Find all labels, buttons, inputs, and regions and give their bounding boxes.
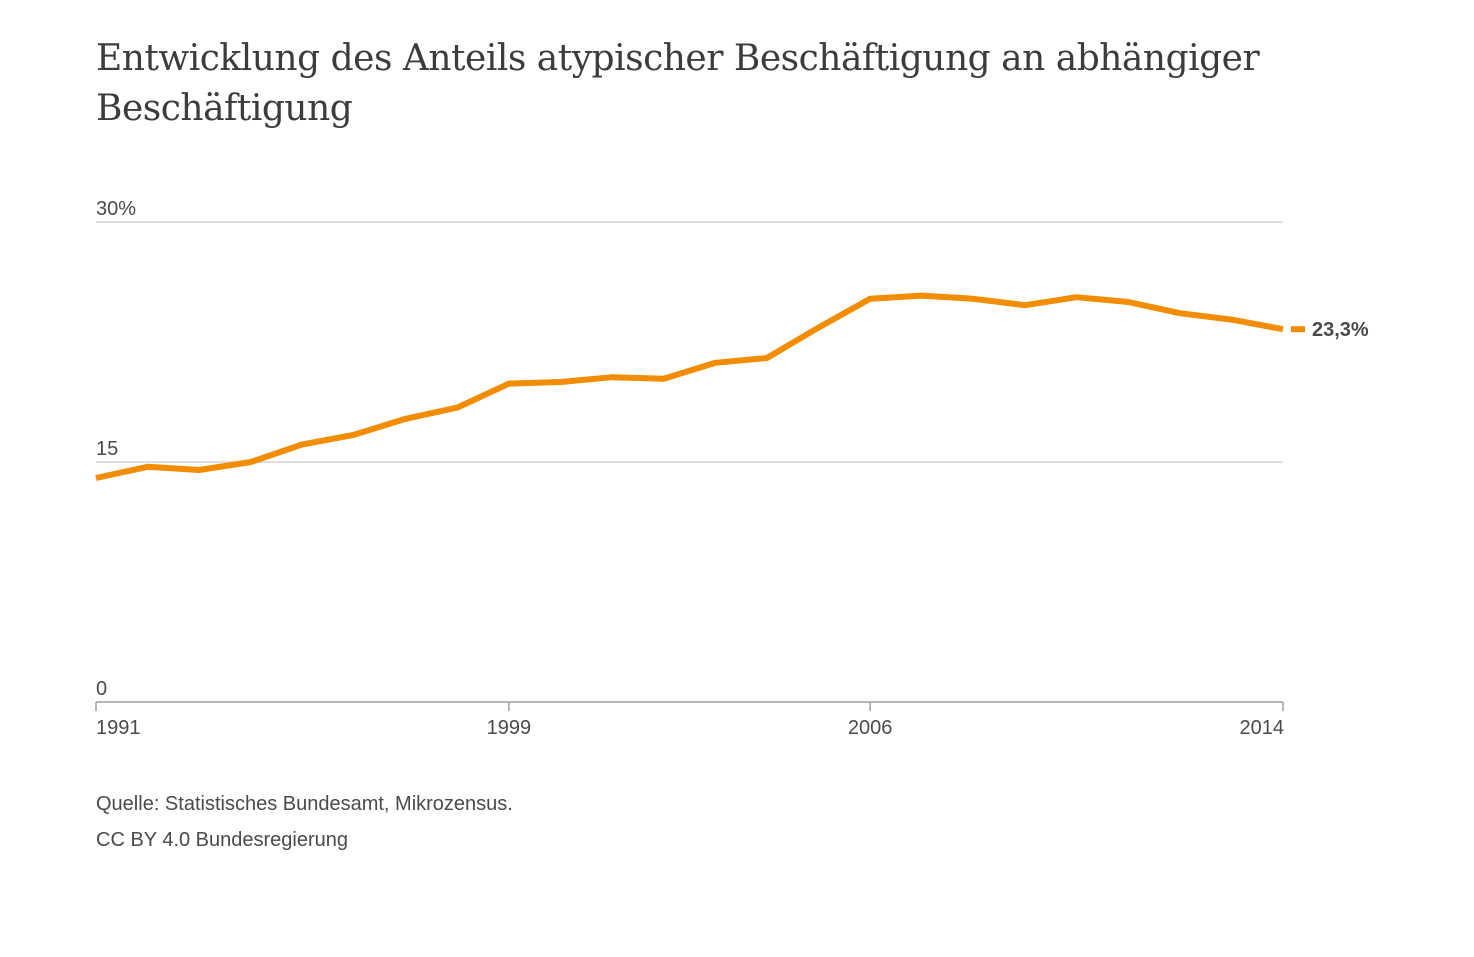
source-text: Quelle: Statistisches Bundesamt, Mikroze… xyxy=(96,793,513,815)
x-axis-tick-labels: 1991 1999 2006 2014 xyxy=(96,717,1284,739)
source-note: Quelle: Statistisches Bundesamt, Mikroze… xyxy=(96,786,513,858)
y-tick-label: 30% xyxy=(96,198,136,220)
x-axis xyxy=(95,701,1284,711)
y-axis-tick-labels: 0 15 30% xyxy=(96,198,136,700)
end-value-annotation: 23,3% xyxy=(1291,319,1369,341)
chart-title: Entwicklung des Anteils atypischer Besch… xyxy=(96,38,1260,129)
grid-lines xyxy=(96,221,1283,463)
license-text: CC BY 4.0 Bundesregierung xyxy=(96,829,349,851)
x-tick-label: 1991 xyxy=(96,717,141,739)
y-tick-label: 15 xyxy=(96,438,118,460)
x-tick-label: 2006 xyxy=(848,717,893,739)
series-layer xyxy=(95,292,1284,481)
x-tick-label: 2014 xyxy=(1240,717,1285,739)
series-line xyxy=(95,292,1284,481)
end-value-label: 23,3% xyxy=(1312,319,1369,341)
x-tick-label: 1999 xyxy=(487,717,532,739)
y-tick-label: 0 xyxy=(96,678,107,700)
